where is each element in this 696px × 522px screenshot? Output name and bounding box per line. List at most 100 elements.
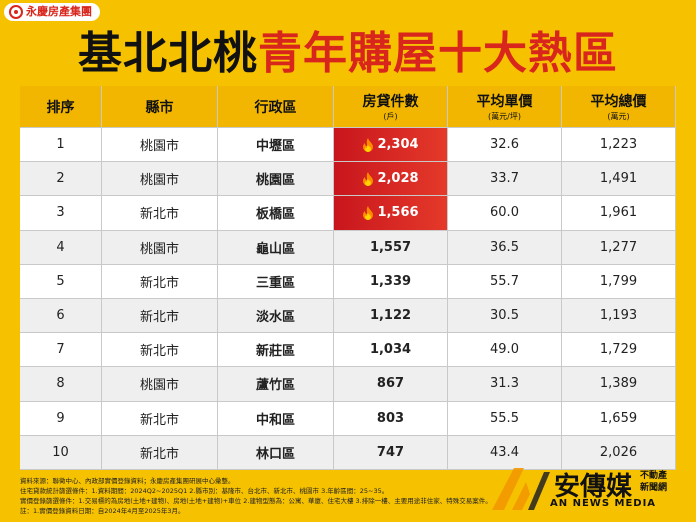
cell-text: 5 — [56, 273, 65, 289]
table-cell: 8 — [20, 367, 102, 402]
watermark-name: 安傳媒 — [554, 472, 633, 502]
table-cell: 新北市 — [102, 264, 218, 299]
header-cell: 平均單價 (萬元/坪) — [448, 86, 562, 128]
header-unit: (戶) — [383, 112, 398, 121]
cell-text: 55.7 — [490, 273, 519, 289]
cell-text: 747 — [376, 444, 405, 460]
cell-text: 桃園市 — [139, 241, 179, 257]
title: 基北北桃青年購屋十大熱區 — [0, 26, 696, 82]
table-cell: 2 — [20, 162, 102, 197]
cell-text: 1,557 — [369, 239, 412, 255]
cell-text: 867 — [376, 376, 405, 392]
cell-text: 32.6 — [490, 137, 519, 153]
cell-text: 43.4 — [490, 444, 519, 460]
cell-text: 2 — [56, 171, 65, 187]
table-cell: 1,491 — [562, 162, 676, 197]
watermark-tag: 不動產 — [640, 471, 668, 481]
cell-text: 1 — [56, 137, 65, 153]
table-cell: 2,026 — [562, 435, 676, 470]
cell-text: 1,961 — [599, 205, 638, 221]
footnote: 資料來源：聯徵中心、內政部實價登錄資料；永慶房產集團研展中心彙整。 — [20, 477, 235, 485]
table-cell: 新北市 — [102, 401, 218, 436]
cell-text: 桃園市 — [139, 173, 179, 189]
flame-icon — [363, 137, 374, 152]
cell-text: 中和區 — [255, 412, 295, 428]
header-label: 平均單價 — [476, 94, 533, 110]
cell-text: 2,028 — [377, 171, 419, 187]
table-cell: 中和區 — [218, 401, 334, 436]
header-unit: (萬元/坪) — [488, 112, 521, 121]
flame-icon — [363, 205, 374, 220]
cell-text: 7 — [56, 342, 65, 358]
cell-text: 10 — [52, 444, 69, 460]
header-cell: 縣市 — [102, 86, 218, 128]
table-cell: 2,304 — [334, 128, 448, 163]
table-cell: 蘆竹區 — [218, 367, 334, 402]
table-cell: 30.5 — [448, 299, 562, 334]
cell-text: 新北市 — [139, 207, 179, 223]
table-cell: 60.0 — [448, 196, 562, 231]
table-cell: 新北市 — [102, 333, 218, 368]
table-cell: 55.5 — [448, 401, 562, 436]
table-cell: 桃園區 — [218, 162, 334, 197]
brand-name: 永慶房產集團 — [26, 5, 92, 18]
brand: 永慶房產集團 — [4, 3, 100, 21]
watermark-logo — [492, 468, 550, 510]
header-cell: 房貸件數 (戶) — [334, 86, 448, 128]
table-cell: 桃園市 — [102, 230, 218, 265]
table-cell: 55.7 — [448, 264, 562, 299]
header-label: 行政區 — [254, 99, 297, 116]
table-cell: 4 — [20, 230, 102, 265]
table-cell: 867 — [334, 367, 448, 402]
cell-text: 33.7 — [490, 171, 519, 187]
cell-text: 1,339 — [369, 273, 412, 289]
table-cell: 1,389 — [562, 367, 676, 402]
header-label: 平均總價 — [590, 94, 647, 110]
cell-text: 30.5 — [490, 308, 519, 324]
table-cell: 淡水區 — [218, 299, 334, 334]
watermark-tag: 新聞網 — [640, 483, 668, 493]
cell-text: 蘆竹區 — [255, 378, 295, 394]
cell-text: 3 — [56, 205, 65, 221]
cell-text: 36.5 — [490, 239, 519, 255]
header-cell: 行政區 — [218, 86, 334, 128]
table-cell: 1,277 — [562, 230, 676, 265]
watermark: 安傳媒 不動產 新聞網 AN NEWS MEDIA — [490, 464, 690, 514]
cell-text: 新北市 — [139, 446, 179, 462]
table-cell: 1,961 — [562, 196, 676, 231]
table-cell: 9 — [20, 401, 102, 436]
footnote: 註：1.實價登錄資料日期：自2024年4月至2025年3月。 — [20, 507, 185, 515]
table-cell: 三重區 — [218, 264, 334, 299]
cell-text: 49.0 — [490, 342, 519, 358]
cell-text: 1,799 — [599, 273, 638, 289]
cell-text: 新北市 — [139, 412, 179, 428]
cell-text: 4 — [56, 239, 65, 255]
table-cell: 新北市 — [102, 435, 218, 470]
table-cell: 林口區 — [218, 435, 334, 470]
table-cell: 1,339 — [334, 264, 448, 299]
cell-text: 1,122 — [369, 308, 412, 324]
cell-text: 60.0 — [490, 205, 519, 221]
cell-text: 1,389 — [599, 376, 638, 392]
table-cell: 1,566 — [334, 196, 448, 231]
cell-text: 桃園區 — [255, 173, 295, 189]
cell-text: 三重區 — [255, 275, 295, 291]
cell-text: 桃園市 — [139, 139, 179, 155]
table-cell: 32.6 — [448, 128, 562, 163]
cell-text: 55.5 — [490, 410, 519, 426]
table-cell: 1,122 — [334, 299, 448, 334]
table-cell: 1,034 — [334, 333, 448, 368]
table-cell: 803 — [334, 401, 448, 436]
table-cell: 43.4 — [448, 435, 562, 470]
table-cell: 7 — [20, 333, 102, 368]
brand-logo — [9, 5, 23, 19]
table-cell: 1,557 — [334, 230, 448, 265]
cell-text: 1,491 — [599, 171, 638, 187]
cell-text: 新北市 — [139, 275, 179, 291]
cell-text: 1,566 — [377, 205, 419, 221]
table-cell: 桃園市 — [102, 128, 218, 163]
table-cell: 桃園市 — [102, 162, 218, 197]
header-cell: 平均總價 (萬元) — [562, 86, 676, 128]
cell-text: 803 — [376, 410, 405, 426]
